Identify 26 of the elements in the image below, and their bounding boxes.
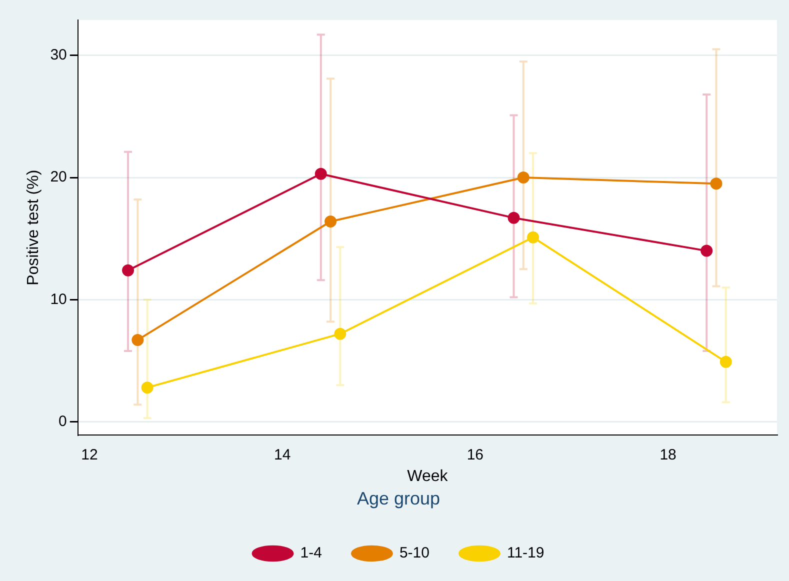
y-tick-label: 30 bbox=[50, 46, 67, 64]
point bbox=[720, 356, 732, 368]
y-tick-label: 20 bbox=[50, 168, 67, 186]
point bbox=[122, 264, 134, 276]
x-tick-label: 16 bbox=[466, 446, 484, 464]
legend-label: 1-4 bbox=[300, 544, 322, 562]
legend-label: 11-19 bbox=[506, 544, 544, 562]
point bbox=[517, 172, 530, 184]
y-axis-title: Positive test (%) bbox=[25, 170, 42, 286]
x-tick-label: 14 bbox=[274, 446, 291, 464]
y-tick-label: 0 bbox=[58, 412, 67, 430]
point bbox=[324, 215, 337, 228]
point bbox=[141, 382, 154, 394]
point bbox=[132, 334, 144, 346]
point bbox=[527, 231, 540, 244]
x-tick-label: 12 bbox=[81, 446, 98, 464]
legend-label: 5-10 bbox=[399, 544, 430, 562]
point bbox=[508, 212, 520, 224]
point bbox=[314, 168, 327, 180]
legend-title: Age group bbox=[356, 488, 440, 508]
y-tick-label: 10 bbox=[50, 290, 67, 308]
x-axis-title: Week bbox=[407, 468, 449, 486]
point bbox=[710, 178, 722, 190]
point bbox=[334, 328, 346, 340]
point bbox=[700, 244, 713, 257]
x-tick-label: 18 bbox=[660, 446, 676, 464]
